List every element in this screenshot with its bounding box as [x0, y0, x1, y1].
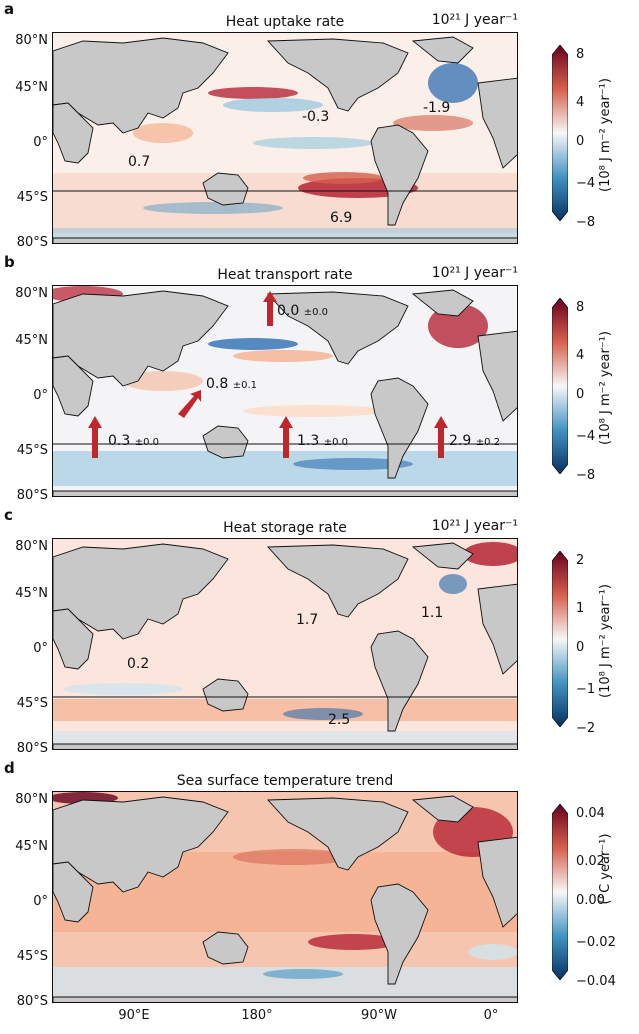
panel-letter: a: [4, 0, 15, 18]
colorbar-label: (°C year⁻¹): [598, 833, 613, 905]
world-map: [52, 285, 518, 497]
panel-units: 10²¹ J year⁻¹: [431, 12, 518, 28]
colorbar: [552, 551, 568, 727]
lat-label-80s: 80°S: [16, 235, 48, 250]
annotation-value: 0.3 ±0.0: [108, 433, 160, 449]
lat-label-45s: 45°S: [16, 190, 48, 205]
colorbar: [552, 45, 568, 221]
lon-label-90e: 90°E: [118, 1008, 150, 1023]
lon-label-90w: 90°W: [361, 1008, 397, 1023]
lat-label-45n: 45°N: [15, 586, 48, 601]
map-field-svg: [53, 286, 517, 496]
lat-label-eq: 0°: [33, 135, 48, 150]
panel-units: 10²¹ J year⁻¹: [431, 518, 518, 534]
lat-label-eq: 0°: [33, 388, 48, 403]
colorbar-tick: −4: [576, 176, 596, 191]
colorbar-tick: 4: [576, 348, 585, 363]
annotation-value: 1.7: [296, 612, 319, 628]
lat-label-80n: 80°N: [15, 33, 48, 48]
panel-b: b Heat transport rate 10²¹ J year⁻¹ 80°N…: [0, 253, 639, 503]
lat-label-80n: 80°N: [15, 792, 48, 807]
panel-letter: d: [4, 759, 15, 777]
colorbar-tick: −1: [576, 682, 596, 697]
map-field-svg: [53, 539, 517, 749]
colorbar-tick: 0.00: [576, 893, 605, 908]
colorbar-tick: 0.04: [576, 806, 605, 821]
panel-letter: b: [4, 253, 15, 271]
annotation-value: 2.5: [328, 712, 351, 728]
colorbar-tick: 0: [576, 387, 585, 402]
lat-label-45n: 45°N: [15, 333, 48, 348]
panel-title: Heat storage rate: [223, 520, 347, 536]
lat-label-45s: 45°S: [16, 696, 48, 711]
map-field-svg: [53, 33, 517, 243]
lat-label-eq: 0°: [33, 894, 48, 909]
annotation-value: 2.9 ±0.2: [449, 433, 501, 449]
lat-label-45s: 45°S: [16, 443, 48, 458]
annotation-value: -1.9: [423, 100, 451, 116]
panel-title: Heat transport rate: [217, 267, 353, 283]
lat-label-80n: 80°N: [15, 286, 48, 301]
colorbar-tick: −8: [576, 468, 596, 483]
colorbar-tick: 0.02: [576, 854, 605, 869]
annotation-value: 1.1: [421, 605, 444, 621]
colorbar-tick: −0.04: [576, 974, 616, 989]
colorbar-label: (10⁸ J m⁻² year⁻¹): [598, 331, 613, 445]
colorbar: [552, 804, 568, 980]
colorbar-tick: −0.02: [576, 935, 616, 950]
annotation-value: 1.3 ±0.0: [297, 433, 349, 449]
panel-a: a Heat uptake rate 10²¹ J year⁻¹ 80°N 45…: [0, 0, 639, 250]
panel-title: Heat uptake rate: [225, 14, 345, 30]
colorbar-tick: −4: [576, 429, 596, 444]
colorbar: [552, 298, 568, 474]
colorbar-tick: 2: [576, 553, 585, 568]
colorbar-tick: 0: [576, 134, 585, 149]
world-map: [52, 32, 518, 244]
annotation-value: 0.8 ±0.1: [206, 376, 258, 392]
colorbar-tick: −2: [576, 721, 596, 736]
panel-d: d Sea surface temperature trend 80°N 45°…: [0, 759, 639, 1009]
annotation-value: 0.0 ±0.0: [277, 303, 329, 319]
colorbar-tick: −8: [576, 215, 596, 230]
lat-label-45s: 45°S: [16, 949, 48, 964]
panel-letter: c: [4, 506, 13, 524]
lat-label-80n: 80°N: [15, 539, 48, 554]
panel-title: Sea surface temperature trend: [176, 773, 394, 789]
panel-units: 10²¹ J year⁻¹: [431, 265, 518, 281]
annotation-value: 6.9: [330, 210, 353, 226]
colorbar-label: (10⁸ J m⁻² year⁻¹): [598, 78, 613, 192]
colorbar-tick: 4: [576, 95, 585, 110]
colorbar-tick: 1: [576, 601, 585, 616]
annotation-value: 0.7: [128, 154, 151, 170]
annotation-value: -0.3: [302, 109, 330, 125]
lat-label-45n: 45°N: [15, 839, 48, 854]
lat-label-eq: 0°: [33, 641, 48, 656]
colorbar-label: (10⁸ J m⁻² year⁻¹): [598, 584, 613, 698]
colorbar-tick: 8: [576, 47, 585, 62]
panel-c: c Heat storage rate 10²¹ J year⁻¹ 80°N 4…: [0, 506, 639, 756]
world-map: [52, 538, 518, 750]
lat-label-80s: 80°S: [16, 741, 48, 756]
lat-label-80s: 80°S: [16, 994, 48, 1009]
colorbar-tick: 8: [576, 300, 585, 315]
lat-label-80s: 80°S: [16, 488, 48, 503]
colorbar-tick: 0: [576, 640, 585, 655]
annotation-value: 0.2: [127, 656, 150, 672]
lon-label-0: 0°: [483, 1008, 499, 1023]
lat-label-45n: 45°N: [15, 80, 48, 95]
lon-label-180: 180°: [241, 1008, 273, 1023]
map-field-svg: [53, 792, 517, 1002]
world-map: [52, 791, 518, 1003]
